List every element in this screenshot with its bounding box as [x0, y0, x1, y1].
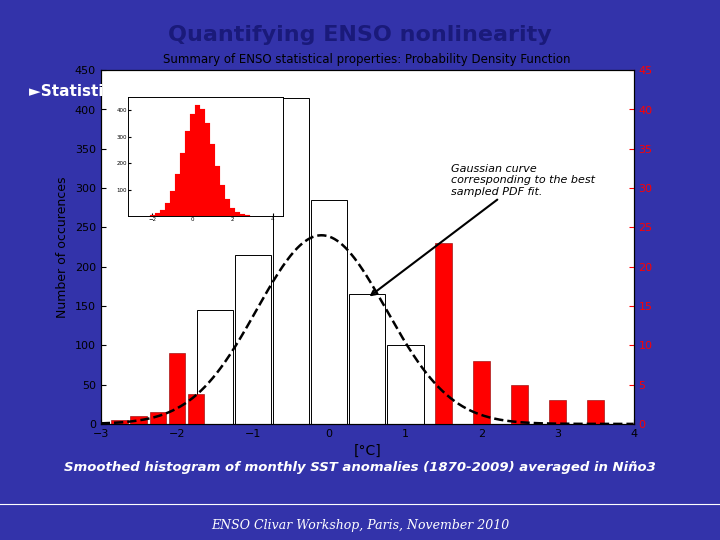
Bar [215, 166, 220, 216]
Bar [349, 294, 385, 424]
Bar [225, 199, 230, 216]
Title: Summary of ENSO statistical properties: Probability Density Function: Summary of ENSO statistical properties: … [163, 53, 571, 66]
Bar [473, 361, 490, 424]
Text: Gaussian curve
corresponding to the best
sampled PDF fit.: Gaussian curve corresponding to the best… [372, 164, 595, 295]
Bar [588, 400, 604, 424]
Bar [205, 123, 210, 216]
Bar [155, 213, 160, 216]
Bar [168, 353, 185, 424]
Bar [185, 131, 190, 216]
Bar [220, 185, 225, 216]
Text: ►Statistical measure: ►Statistical measure [29, 84, 207, 99]
Bar [235, 255, 271, 424]
Bar [195, 105, 200, 216]
Text: Quantifying ENSO nonlinearity: Quantifying ENSO nonlinearity [168, 25, 552, 45]
Bar [160, 210, 165, 216]
Bar [235, 212, 240, 216]
Bar [180, 153, 185, 216]
Bar [165, 203, 170, 216]
Bar [130, 416, 147, 424]
Bar [150, 215, 155, 216]
Text: Smoothed histogram of monthly SST anomalies (1870-2009) averaged in Niño3: Smoothed histogram of monthly SST anomal… [64, 461, 656, 474]
Bar [188, 394, 204, 424]
Bar [170, 191, 175, 216]
Bar [549, 400, 566, 424]
Bar [175, 174, 180, 216]
Bar [273, 98, 310, 424]
X-axis label: [°C]: [°C] [354, 444, 381, 458]
Y-axis label: Number of occurences: Number of occurences [56, 176, 69, 318]
Bar [435, 243, 451, 424]
Bar [150, 412, 166, 424]
Text: ENSO Clivar Workshop, Paris, November 2010: ENSO Clivar Workshop, Paris, November 20… [211, 519, 509, 532]
Bar [311, 200, 348, 424]
Bar [197, 310, 233, 424]
Bar [387, 345, 423, 424]
Bar [112, 420, 128, 424]
Bar [230, 207, 235, 216]
Bar [210, 144, 215, 216]
Bar [190, 113, 195, 216]
Bar [200, 109, 205, 216]
Bar [240, 214, 245, 216]
Bar [511, 384, 528, 424]
